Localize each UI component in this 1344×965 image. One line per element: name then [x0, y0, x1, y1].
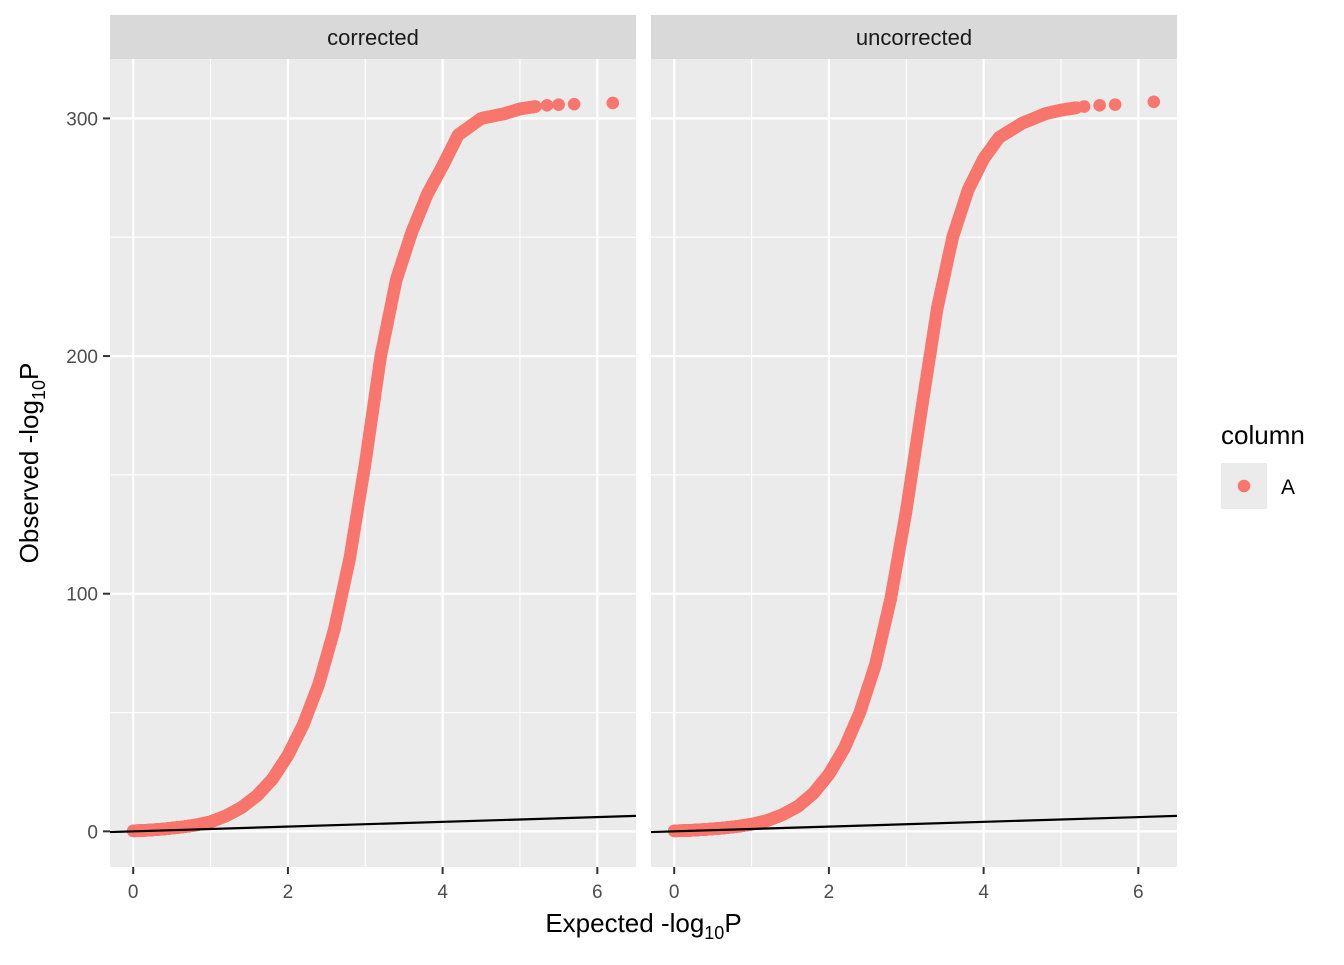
- facet-title: corrected: [327, 25, 419, 50]
- x-tick-label: 2: [283, 882, 294, 903]
- x-tick-label: 4: [437, 882, 448, 903]
- y-tick-label: 200: [66, 347, 98, 368]
- x-axis-title: Expected -log10P: [545, 908, 741, 943]
- x-tick-label: 2: [824, 882, 835, 903]
- data-point: [606, 96, 620, 110]
- plot-area: [651, 95, 1177, 838]
- legend: column A: [1221, 420, 1305, 509]
- y-tick-label: 0: [87, 822, 98, 843]
- x-tick-label: 6: [1133, 882, 1144, 903]
- y-tick-label: 100: [66, 585, 98, 606]
- data-point: [529, 100, 542, 113]
- x-tick-label: 0: [128, 882, 139, 903]
- facet-panel-corrected: corrected 0 2 4 6: [110, 15, 636, 903]
- data-point: [552, 98, 565, 111]
- data-point: [1108, 98, 1122, 111]
- data-point: [1093, 99, 1106, 112]
- facet-panel-uncorrected: uncorrected 0 2 4 6: [651, 15, 1177, 903]
- legend-label: A: [1281, 476, 1295, 499]
- data-point: [1147, 95, 1161, 109]
- series-A: [667, 95, 1161, 838]
- data-point: [540, 99, 554, 112]
- x-tick-label: 4: [978, 882, 989, 903]
- y-tick-label: 300: [66, 109, 98, 130]
- legend-title: column: [1221, 420, 1305, 450]
- legend-key-point: [1237, 479, 1251, 493]
- plot-area: [110, 96, 636, 838]
- data-point: [567, 97, 581, 111]
- panel-background: [110, 59, 636, 867]
- facet-strip: [651, 15, 1177, 59]
- facet-title: uncorrected: [856, 25, 972, 50]
- facet-strip: [110, 15, 636, 59]
- x-tick-label: 0: [669, 882, 680, 903]
- data-point: [1077, 100, 1091, 113]
- reference-line: [110, 814, 636, 834]
- x-tick-label: 6: [592, 882, 603, 903]
- reference-line: [651, 814, 1177, 834]
- y-axis-title: Observed -log10P: [14, 363, 49, 564]
